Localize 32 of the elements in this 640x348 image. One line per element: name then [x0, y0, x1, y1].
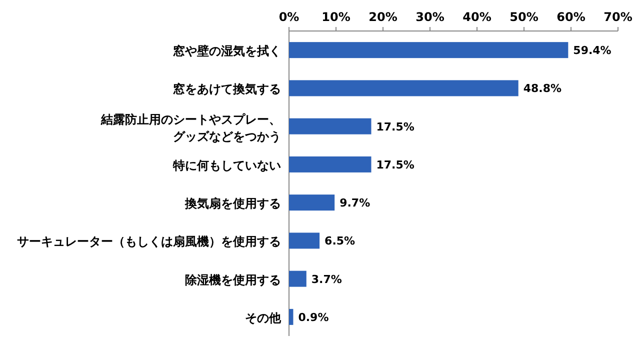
bar	[289, 118, 372, 134]
x-tick-label: 70%	[604, 10, 632, 24]
y-tick-label: その他	[245, 310, 282, 325]
data-label: 59.4%	[573, 44, 612, 58]
bar	[289, 80, 518, 96]
y-tick-label: 特に何もしていない	[172, 158, 281, 172]
y-tick-label: 窓や壁の湿気を拭く	[173, 44, 281, 58]
x-tick-label: 60%	[556, 10, 586, 24]
bar	[289, 194, 335, 211]
data-label: 3.7%	[311, 272, 342, 286]
data-label: 6.5%	[324, 234, 356, 248]
data-label: 0.9%	[298, 310, 329, 324]
bar	[289, 308, 294, 325]
y-tick-label: 窓をあけて換気する	[173, 82, 281, 96]
x-tick-label: 0%	[278, 10, 300, 24]
data-label: 48.8%	[523, 82, 562, 96]
data-label: 17.5%	[376, 120, 414, 134]
bar	[289, 270, 306, 287]
x-tick-label: 10%	[322, 10, 350, 24]
data-label: 17.5%	[376, 158, 414, 172]
x-tick-label: 20%	[368, 10, 398, 24]
bar	[289, 156, 372, 172]
x-tick-label: 40%	[462, 10, 492, 24]
bar	[289, 42, 568, 58]
bar	[289, 232, 320, 249]
data-label: 9.7%	[340, 196, 370, 210]
y-tick-label: サーキュレーター（もしくは扇風機）を使用する	[17, 234, 281, 249]
y-tick-label: 換気扇を使用する	[184, 196, 281, 211]
y-tick-label: 結露防止用のシートやスプレー、グッズなどをつかう	[100, 112, 281, 144]
x-tick-label: 30%	[416, 10, 444, 24]
x-tick-label: 50%	[510, 10, 538, 24]
y-tick-label: 除湿機を使用する	[185, 272, 281, 287]
